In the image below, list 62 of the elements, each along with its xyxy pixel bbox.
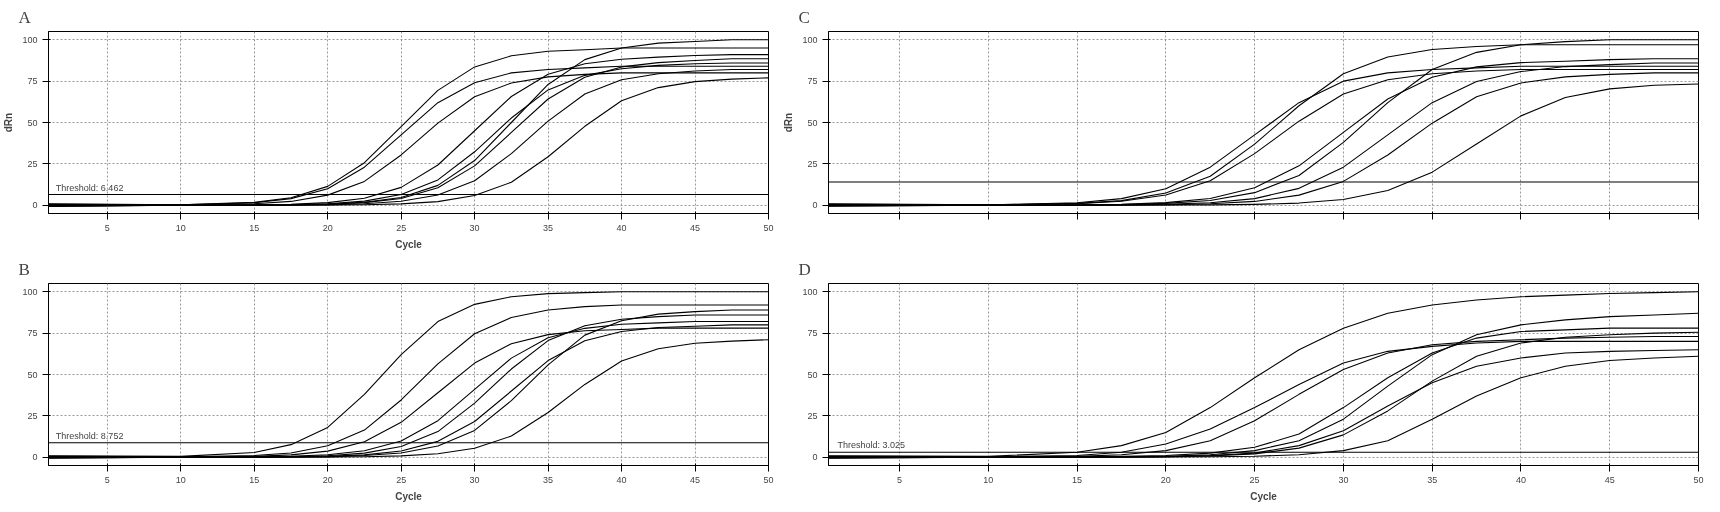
y-tick-label: 50 — [27, 369, 38, 380]
x-tick-label: 45 — [690, 474, 701, 485]
y-tick-label: 50 — [807, 369, 818, 380]
x-tick-label: 5 — [104, 222, 110, 233]
x-tick-label: 50 — [1693, 474, 1704, 485]
y-tick-label: 75 — [807, 328, 818, 339]
x-tick-label: 35 — [543, 222, 554, 233]
y-axis-title: dRn — [783, 112, 795, 133]
x-tick-label: 15 — [1072, 474, 1083, 485]
x-tick-label: 50 — [763, 474, 774, 485]
y-tick-label: 25 — [807, 158, 818, 169]
x-tick-label: 35 — [1427, 474, 1438, 485]
x-axis-title: Cycle — [395, 490, 423, 502]
ref-line-label: Threshold: 3.025 — [837, 440, 905, 451]
y-tick-label: 75 — [27, 76, 38, 87]
x-tick-label: 10 — [175, 222, 186, 233]
x-tick-label: 35 — [543, 474, 554, 485]
x-tick-label: 25 — [396, 474, 407, 485]
x-tick-label: 5 — [104, 474, 110, 485]
x-tick-label: 15 — [249, 222, 260, 233]
ref-line-label: Threshold: 8.752 — [55, 430, 124, 441]
x-tick-label: 30 — [469, 474, 480, 485]
x-tick-label: 10 — [983, 474, 994, 485]
x-tick-label: 40 — [616, 474, 627, 485]
y-tick-label: 0 — [812, 200, 818, 211]
x-tick-label: 45 — [690, 222, 701, 233]
y-tick-label: 50 — [27, 117, 38, 128]
x-tick-label: 40 — [1515, 474, 1526, 485]
x-tick-label: 40 — [616, 222, 627, 233]
chart-title: A — [18, 7, 32, 27]
y-tick-label: 100 — [22, 34, 38, 45]
y-tick-label: 100 — [802, 34, 818, 45]
y-axis-title: dRn — [3, 112, 15, 133]
ref-line-label: Threshold: 6.462 — [55, 182, 124, 193]
y-tick-label: 0 — [812, 452, 818, 463]
y-tick-label: 75 — [27, 328, 38, 339]
x-tick-label: 10 — [175, 474, 186, 485]
y-tick-label: 0 — [32, 452, 38, 463]
y-tick-label: 25 — [807, 410, 818, 421]
x-tick-label: 30 — [469, 222, 480, 233]
y-tick-label: 25 — [27, 158, 38, 169]
x-axis-title: Cycle — [395, 238, 423, 250]
x-tick-label: 30 — [1338, 474, 1349, 485]
y-tick-label: 75 — [807, 76, 818, 87]
x-tick-label: 25 — [396, 222, 407, 233]
x-tick-label: 20 — [1160, 474, 1171, 485]
x-tick-label: 50 — [763, 222, 774, 233]
y-tick-label: 25 — [27, 410, 38, 421]
x-axis-title: Cycle — [1250, 490, 1278, 502]
x-tick-label: 45 — [1604, 474, 1615, 485]
x-tick-label: 20 — [322, 474, 333, 485]
chart-title: C — [798, 7, 810, 27]
chart-title: D — [798, 259, 811, 279]
y-tick-label: 100 — [802, 286, 818, 297]
y-tick-label: 0 — [32, 200, 38, 211]
x-tick-label: 5 — [897, 474, 903, 485]
chart-title: B — [18, 259, 30, 279]
x-tick-label: 25 — [1249, 474, 1260, 485]
y-tick-label: 50 — [807, 117, 818, 128]
x-tick-label: 15 — [249, 474, 260, 485]
x-tick-label: 20 — [322, 222, 333, 233]
y-tick-label: 100 — [22, 286, 38, 297]
